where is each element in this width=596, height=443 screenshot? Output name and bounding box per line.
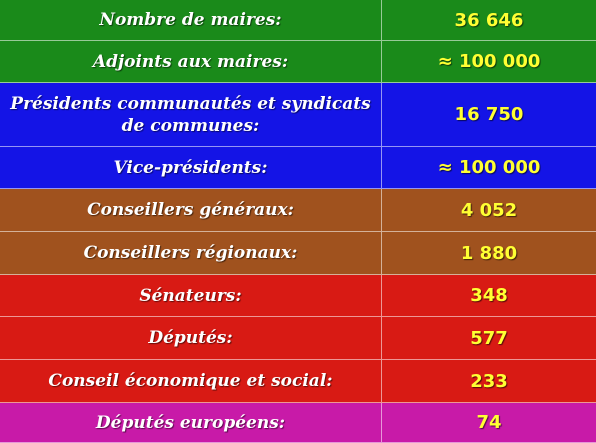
row-value: ≈ 100 000	[382, 147, 596, 189]
row-value: 348	[382, 275, 596, 317]
row-label: Députés:	[0, 317, 382, 360]
table-row: Présidents communautés et syndicats de c…	[0, 83, 596, 147]
table-row: Conseillers généraux: 4 052	[0, 189, 596, 232]
row-label: Conseillers régionaux:	[0, 232, 382, 275]
row-value: 4 052	[382, 189, 596, 232]
row-value: 233	[382, 360, 596, 403]
row-label: Députés européens:	[0, 403, 382, 443]
row-value: 16 750	[382, 83, 596, 147]
row-label: Vice-présidents:	[0, 147, 382, 189]
table-row: Députés: 577	[0, 317, 596, 360]
row-label: Présidents communautés et syndicats de c…	[0, 83, 382, 147]
row-label: Conseil économique et social:	[0, 360, 382, 403]
row-label: Nombre de maires:	[0, 0, 382, 41]
row-label: Adjoints aux maires:	[0, 41, 382, 83]
table-row: Sénateurs: 348	[0, 275, 596, 317]
row-value: 577	[382, 317, 596, 360]
row-label: Conseillers généraux:	[0, 189, 382, 232]
row-label: Sénateurs:	[0, 275, 382, 317]
table-row: Vice-présidents: ≈ 100 000	[0, 147, 596, 189]
row-value: 1 880	[382, 232, 596, 275]
table-row: Conseillers régionaux: 1 880	[0, 232, 596, 275]
table-row: Conseil économique et social: 233	[0, 360, 596, 403]
row-value: 36 646	[382, 0, 596, 41]
table-row: Députés européens: 74	[0, 403, 596, 443]
row-value: 74	[382, 403, 596, 443]
table-row: Adjoints aux maires: ≈ 100 000	[0, 41, 596, 83]
table-row: Nombre de maires: 36 646	[0, 0, 596, 41]
row-value: ≈ 100 000	[382, 41, 596, 83]
